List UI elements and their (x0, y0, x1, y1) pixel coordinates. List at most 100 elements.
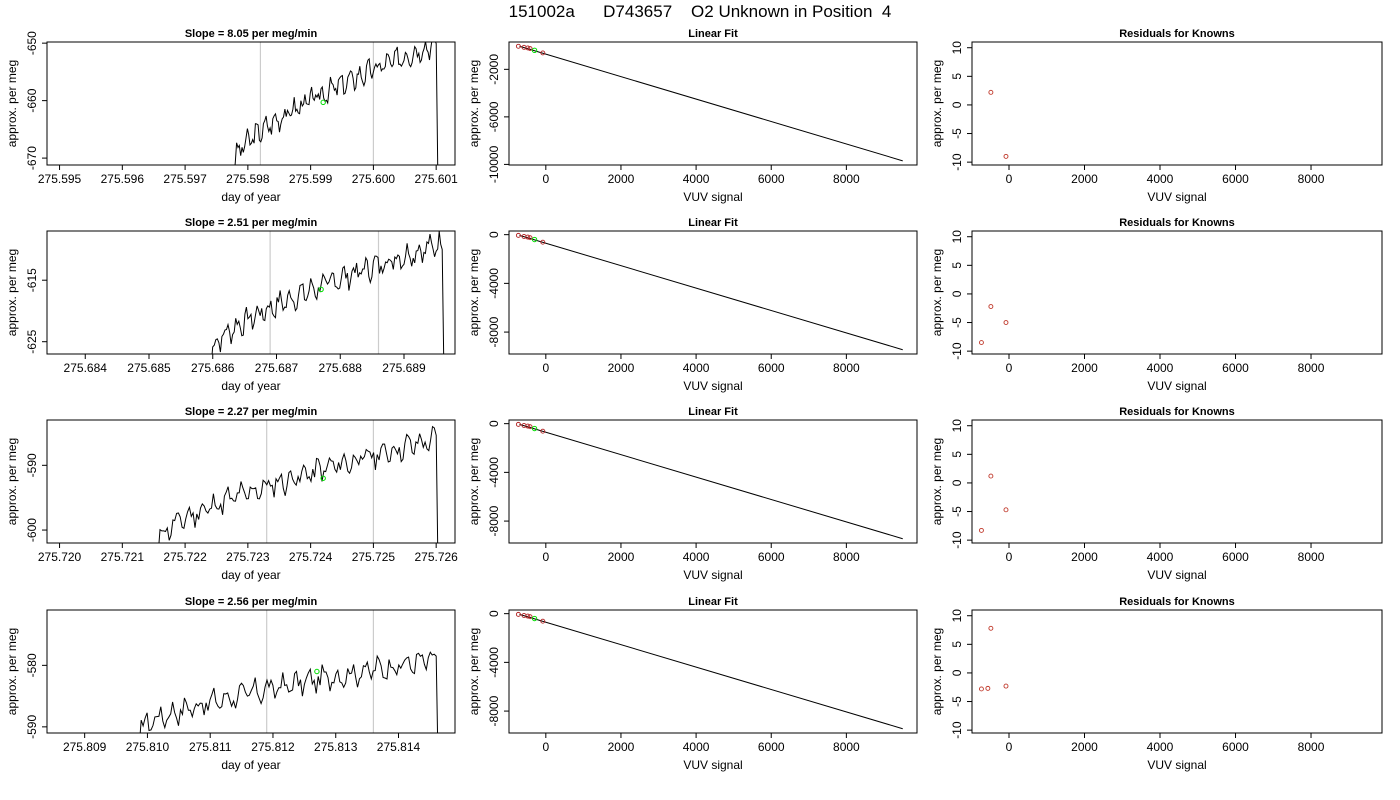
y-tick-label: -615 (25, 268, 39, 292)
y-tick-label: 5 (950, 262, 964, 269)
unknown-marker (531, 425, 538, 432)
panel: Slope = 2.27 per meg/min 275.720 275.721 27… (5, 406, 458, 582)
plot-area (234, 42, 439, 165)
data-point (1003, 683, 1009, 689)
y-tick-label: -660 (25, 88, 39, 112)
plot-area (158, 420, 439, 543)
data-point (540, 618, 546, 624)
panel: Linear Fit 0 2000 4000 6000 8000 -8000 -4000 0 VU… (467, 406, 918, 582)
x-tick-label: 2000 (1071, 361, 1098, 375)
y-tick-label: -5 (950, 128, 964, 139)
x-tick-label: 0 (1006, 740, 1013, 754)
data-point (978, 527, 984, 533)
x-tick-label: 8000 (1298, 550, 1325, 564)
x-tick-label: 8000 (833, 172, 860, 186)
panel: Residuals for Knowns 0 2000 4000 6000 8000 -10… (930, 406, 1383, 582)
plot-area (978, 304, 1009, 346)
data-point (515, 43, 521, 49)
panel: Slope = 2.56 per meg/min 275.809 275.810 27… (5, 596, 456, 772)
plot-area (978, 473, 1009, 533)
panel-title: Residuals for Knowns (1119, 406, 1235, 418)
x-tick-label: 275.726 (414, 550, 458, 564)
data-point (540, 428, 546, 434)
x-tick-label: 275.599 (289, 172, 333, 186)
panel-title: Linear Fit (688, 28, 738, 40)
x-tick-label: 275.597 (163, 172, 207, 186)
x-tick-label: 275.809 (63, 740, 107, 754)
y-tick-label: -590 (25, 715, 39, 739)
page-title: 151002a D743657 O2 Unknown in Position 4 (508, 2, 892, 21)
x-tick-label: 275.720 (38, 550, 82, 564)
plot-frame (46, 230, 456, 355)
y-tick-label: -10 (950, 342, 964, 360)
data-point (540, 50, 546, 56)
fit-line (519, 613, 903, 730)
x-tick-label: 0 (542, 550, 549, 564)
data-point (1003, 320, 1009, 325)
unknown-marker (314, 668, 320, 675)
data-point (525, 234, 531, 240)
y-tick-label: -10 (950, 153, 964, 171)
plot-area (988, 89, 1009, 159)
data-point (527, 46, 533, 51)
x-axis-label: VUV signal (1147, 379, 1206, 393)
data-point (540, 239, 546, 245)
x-tick-label: 8000 (1298, 172, 1325, 186)
x-tick-label: 275.723 (226, 550, 270, 564)
y-tick-label: 5 (950, 73, 964, 80)
x-tick-label: 275.813 (314, 740, 358, 754)
y-tick-label: -10 (950, 531, 964, 549)
y-tick-label: -650 (25, 31, 39, 55)
y-tick-label: -10000 (487, 145, 501, 183)
x-tick-label: 6000 (758, 361, 785, 375)
data-point (515, 421, 521, 427)
plot-area (515, 232, 903, 351)
x-tick-label: 2000 (608, 361, 635, 375)
data-point (978, 686, 984, 692)
y-tick-label: -670 (25, 146, 39, 170)
data-point (1003, 153, 1009, 159)
plot-frame (508, 41, 918, 166)
data-point (978, 340, 984, 346)
data-point (988, 89, 994, 95)
y-axis-label: approx. per meg (467, 438, 481, 525)
x-tick-label: 275.684 (64, 361, 108, 375)
x-tick-label: 275.596 (101, 172, 145, 186)
data-trace (211, 231, 445, 354)
x-tick-label: 275.810 (126, 740, 170, 754)
x-tick-label: 4000 (1147, 740, 1174, 754)
x-axis-label: VUV signal (1147, 568, 1206, 582)
x-tick-label: 8000 (833, 361, 860, 375)
fit-line (519, 45, 903, 162)
data-point (525, 613, 531, 619)
panel: Residuals for Knowns 0 2000 4000 6000 8000 -10… (930, 217, 1383, 393)
x-tick-label: 275.600 (352, 172, 396, 186)
y-tick-label: -10 (950, 721, 964, 739)
x-tick-label: 6000 (1222, 740, 1249, 754)
y-tick-label: 10 (950, 609, 964, 623)
x-axis-label: day of year (221, 379, 280, 393)
plot-frame (971, 41, 1383, 166)
data-point (525, 423, 531, 429)
x-axis-label: day of year (221, 190, 280, 204)
x-tick-label: 275.724 (289, 550, 333, 564)
x-tick-label: 4000 (1147, 361, 1174, 375)
panel-title: Linear Fit (688, 596, 738, 608)
x-tick-label: 4000 (1147, 550, 1174, 564)
y-tick-label: -4000 (487, 268, 501, 299)
x-tick-label: 2000 (1071, 172, 1098, 186)
plot-area (211, 231, 445, 354)
plot-area (515, 43, 903, 162)
data-point (527, 614, 533, 620)
y-tick-label: -4000 (487, 647, 501, 678)
y-tick-label: 0 (950, 101, 964, 108)
y-tick-label: -580 (25, 653, 39, 677)
x-tick-label: 6000 (1222, 550, 1249, 564)
x-tick-label: 275.688 (319, 361, 363, 375)
data-point (988, 625, 994, 631)
y-tick-label: 10 (950, 230, 964, 244)
data-trace (158, 425, 439, 543)
plot-frame (46, 41, 456, 166)
y-axis-label: approx. per meg (5, 438, 19, 525)
